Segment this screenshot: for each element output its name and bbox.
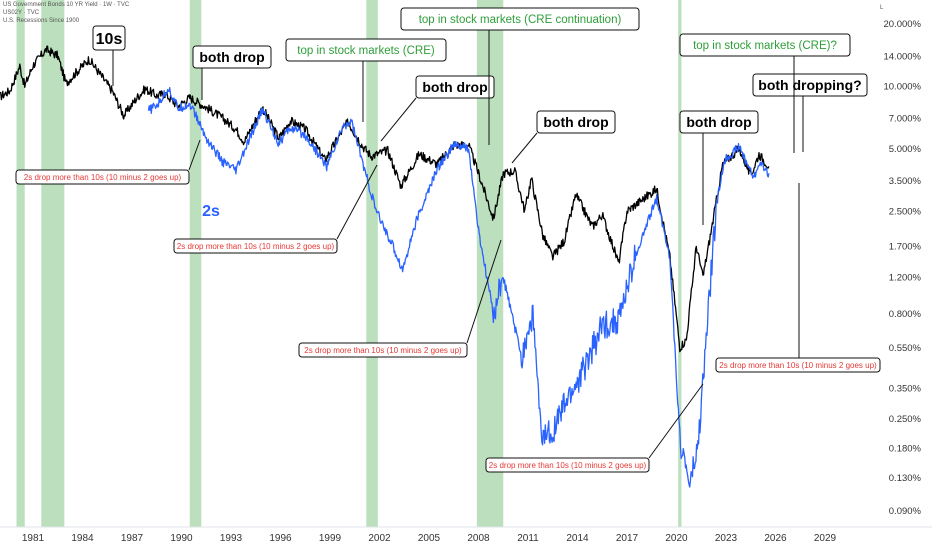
x-tick-label: 1987 <box>121 533 144 544</box>
annotation-pointer <box>380 97 417 142</box>
y-tick-label: 0.180% <box>889 444 922 455</box>
annotation-box <box>173 238 338 254</box>
recession-band <box>16 0 25 527</box>
y-tick-label: 14.000% <box>883 51 921 62</box>
x-tick-label: 2029 <box>814 533 837 544</box>
annotation-label: both drop <box>543 114 608 130</box>
y-tick-label: 20.000% <box>883 19 921 30</box>
x-tick-label: 2002 <box>368 533 391 544</box>
y-tick-label: 0.550% <box>889 343 922 354</box>
series-line-2s <box>147 87 770 488</box>
x-tick-label: 2026 <box>764 533 787 544</box>
x-tick-label: 2011 <box>517 533 539 544</box>
annotation-box <box>400 7 640 31</box>
annotation-box <box>92 25 126 51</box>
annotation-label: both dropping? <box>758 77 861 93</box>
x-tick-label: 1981 <box>22 533 45 544</box>
recession-band <box>678 0 682 527</box>
y-tick-label: 3.500% <box>889 176 922 187</box>
y-tick-label: 0.250% <box>889 414 922 425</box>
y-tick-label: 1.700% <box>889 241 922 252</box>
y-tick-label: 0.130% <box>889 473 922 484</box>
annotation-label: 2s drop more than 10s (10 minus 2 goes u… <box>489 461 647 470</box>
annotation-label: 2s <box>202 203 220 220</box>
scale-mode-label[interactable]: L <box>880 5 884 11</box>
x-tick-label: 2014 <box>566 533 589 544</box>
x-tick-label: 1996 <box>269 533 292 544</box>
annotation-label: top in stock markets (CRE)? <box>693 40 837 52</box>
annotation-box <box>485 457 650 473</box>
y-tick-label: 0.090% <box>889 506 922 517</box>
annotation-box <box>752 73 868 97</box>
x-tick-label: 1990 <box>170 533 193 544</box>
annotation-box <box>679 33 851 57</box>
annotation-label: 2s drop more than 10s (10 minus 2 goes u… <box>177 242 335 251</box>
annotation-label: both drop <box>686 114 751 130</box>
recession-band <box>366 0 378 527</box>
recession-band <box>41 0 65 527</box>
y-tick-label: 10.000% <box>883 82 921 93</box>
annotation-pointer <box>466 239 502 344</box>
annotation-box <box>415 75 495 99</box>
annotation-pointer <box>188 139 201 171</box>
compare-symbol: US02Y · TVC <box>3 10 40 16</box>
annotation-label: top in stock markets (CRE continuation) <box>419 14 622 26</box>
annotation-box <box>285 38 447 62</box>
annotation-pointer <box>511 132 538 164</box>
x-tick-label: 2023 <box>715 533 738 544</box>
y-tick-label: 7.000% <box>889 114 922 125</box>
x-tick-label: 2005 <box>418 533 441 544</box>
recession-band <box>189 0 202 527</box>
y-tick-label: 5.000% <box>889 144 922 155</box>
annotation-pointer <box>336 164 378 240</box>
x-tick-label: 1999 <box>319 533 342 544</box>
annotation-box <box>715 357 881 373</box>
recession-indicator-label: U.S. Recessions Since 1900 <box>3 18 80 24</box>
annotation-label: top in stock markets (CRE) <box>297 45 435 57</box>
annotation-label: 2s drop more than 10s (10 minus 2 goes u… <box>719 361 877 370</box>
x-tick-label: 1984 <box>71 533 94 544</box>
y-tick-label: 0.350% <box>889 384 922 395</box>
annotation-label: both drop <box>422 79 487 95</box>
annotation-box <box>192 45 272 69</box>
y-tick-label: 0.800% <box>889 309 922 320</box>
chart-title: US Government Bonds 10 YR Yield · 1W · T… <box>3 2 130 8</box>
x-tick-label: 2017 <box>616 533 639 544</box>
annotation-box <box>679 110 759 134</box>
x-tick-label: 2020 <box>665 533 688 544</box>
y-tick-label: 1.200% <box>889 273 922 284</box>
annotation-label: 10s <box>96 31 123 48</box>
annotation-box <box>298 342 468 358</box>
annotation-pointer <box>648 383 704 459</box>
y-tick-label: 2.500% <box>889 207 922 218</box>
annotation-label: 2s drop more than 10s (10 minus 2 goes u… <box>24 173 182 182</box>
x-tick-label: 1993 <box>220 533 243 544</box>
annotation-box <box>15 169 190 185</box>
annotation-box <box>536 110 616 134</box>
x-tick-label: 2008 <box>467 533 490 544</box>
annotation-label: both drop <box>199 49 264 65</box>
series-line-10s <box>0 45 770 353</box>
annotation-label: 2s drop more than 10s (10 minus 2 goes u… <box>304 346 462 355</box>
